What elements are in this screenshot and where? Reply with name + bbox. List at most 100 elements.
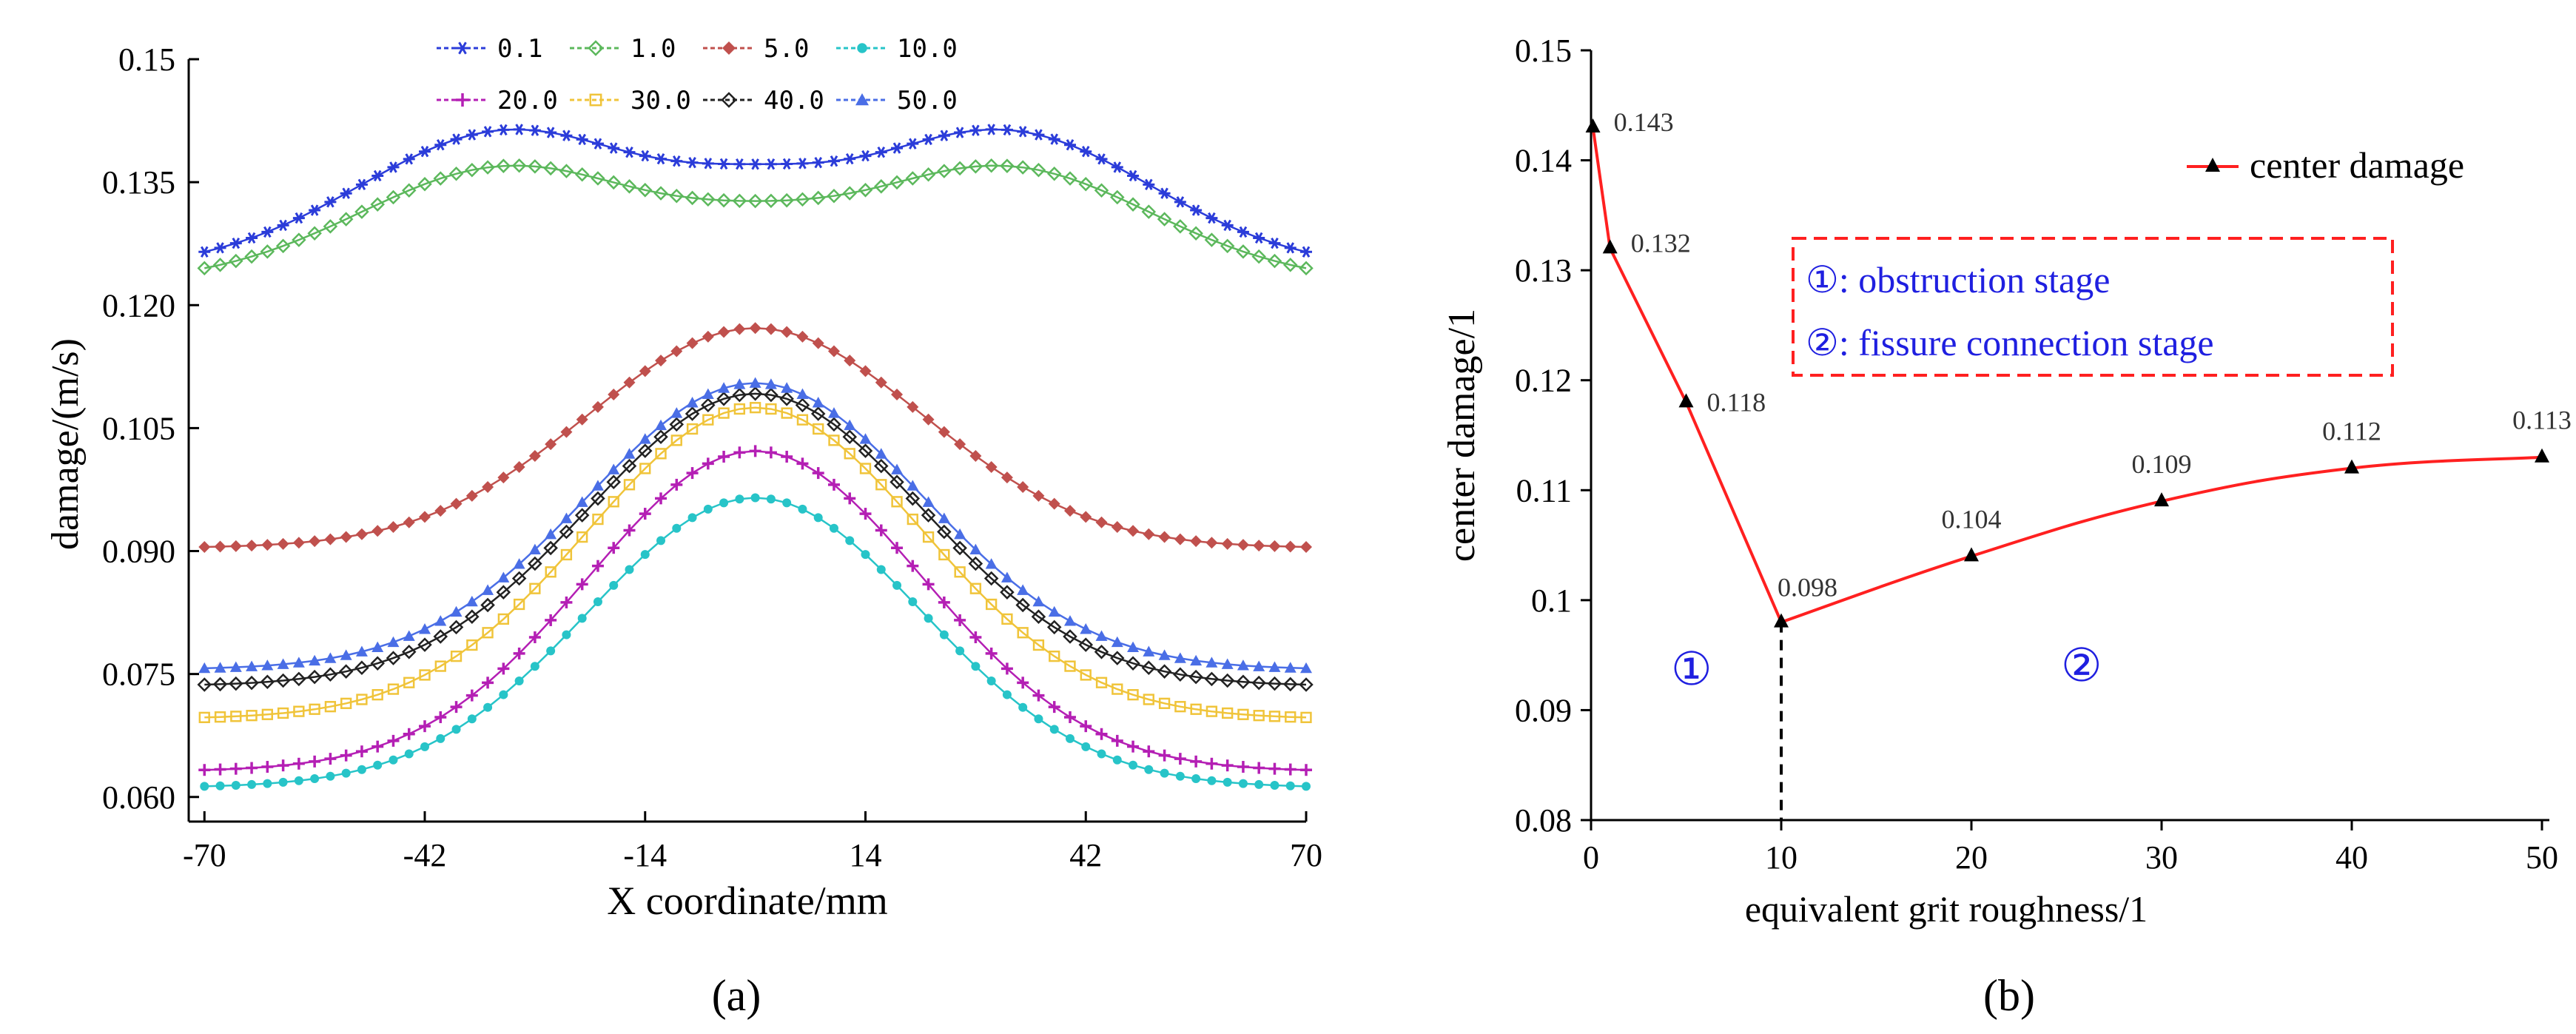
chart-a-point <box>842 429 858 445</box>
chart-a-point <box>386 189 401 205</box>
chart-a-point <box>764 158 777 170</box>
chart-a-point <box>545 528 557 540</box>
chart-a-legend-item: 20.0 <box>437 86 558 115</box>
chart-b-line-center-damage <box>1591 127 2543 625</box>
chart-a-point <box>764 193 778 209</box>
chart-a-point <box>1221 759 1234 772</box>
chart-a-point <box>1282 677 1298 692</box>
chart-a-point <box>859 463 872 474</box>
chart-a-point <box>373 760 383 770</box>
chart-a-point <box>608 142 620 154</box>
chart-a-point <box>1253 710 1265 722</box>
chart-a-point <box>559 164 574 178</box>
chart-a-point <box>324 196 337 208</box>
chart-a-point <box>623 524 636 537</box>
chart-a-point <box>985 647 998 659</box>
chart-a-point <box>1001 613 1013 625</box>
chart-a-point <box>1015 597 1030 613</box>
chart-a-point <box>1017 677 1029 689</box>
chart-a-point <box>858 443 873 458</box>
chart-a-legend-item: 30.0 <box>570 86 691 115</box>
chart-a-point <box>1267 253 1282 269</box>
chart-a-point <box>781 451 793 463</box>
chart-a-point <box>530 662 539 671</box>
chart-a-point <box>417 637 432 652</box>
chart-a-point <box>198 764 211 776</box>
chart-a-point <box>1221 658 1234 669</box>
chart-a-point <box>324 753 337 765</box>
chart-a-point <box>261 659 274 671</box>
chart-a-point <box>576 496 588 507</box>
chart-a-point <box>606 474 621 490</box>
chart-a-point <box>338 212 354 226</box>
chart-a-point <box>1268 762 1281 775</box>
chart-a-point <box>450 497 463 510</box>
chart-a-point <box>812 467 824 480</box>
chart-a-point <box>1190 535 1203 548</box>
chart-a-point <box>954 438 966 451</box>
chart-a-point <box>1158 697 1171 709</box>
chart-a-point <box>812 397 824 408</box>
chart-a-point <box>907 400 919 413</box>
chart-a-point <box>670 478 683 491</box>
chart-a-point <box>1034 714 1043 724</box>
chart-a-point <box>403 677 415 688</box>
panel-a-label: (a) <box>712 971 761 1020</box>
chart-a-point <box>1191 774 1201 784</box>
chart-a-point <box>577 614 587 623</box>
chart-a-point <box>891 542 904 554</box>
chart-a-point <box>1237 708 1249 720</box>
chart-a-series-20.0 <box>198 445 1312 776</box>
chart-a-point <box>938 548 950 561</box>
chart-a-point <box>1063 615 1076 626</box>
chart-a-point <box>779 192 794 208</box>
chart-b-data-label: 0.113 <box>2512 406 2572 435</box>
chart-a-point <box>309 654 321 666</box>
chart-b-data-label: 0.132 <box>1631 228 1691 258</box>
chart-a-point <box>246 710 258 722</box>
chart-a-line-5.0 <box>204 327 1307 548</box>
legend-swatch-marker <box>456 93 469 107</box>
chart-a-point <box>482 481 494 494</box>
chart-a-point <box>528 124 541 136</box>
chart-a-point <box>859 150 872 162</box>
chart-a-point <box>922 413 935 426</box>
chart-a-point <box>499 690 508 699</box>
chart-a-point <box>543 161 558 176</box>
chart-a-series-1.0 <box>197 158 1314 276</box>
chart-a-point <box>701 192 716 207</box>
chart-a-xtick-label: 14 <box>850 837 882 873</box>
chart-a-point <box>766 494 776 504</box>
chart-a-point <box>749 445 761 457</box>
chart-a-point <box>1141 204 1157 219</box>
chart-a-point <box>511 571 527 586</box>
stage-box-border <box>1792 237 2394 377</box>
chart-a-point <box>938 596 950 608</box>
chart-a-line-10.0 <box>204 497 1307 788</box>
chart-a-point <box>229 253 243 269</box>
chart-a-xtick-label: 42 <box>1069 837 1102 873</box>
chart-a-point <box>891 496 903 508</box>
chart-a-point <box>591 400 604 413</box>
chart-a-point <box>875 376 887 389</box>
chart-b-legend: center damage <box>2187 144 2464 186</box>
chart-a-ytick-label: 0.105 <box>102 410 175 446</box>
chart-a-point <box>292 232 306 247</box>
chart-a-point <box>1126 197 1140 212</box>
chart-a-point <box>496 585 511 600</box>
chart-a-point <box>701 397 716 413</box>
chart-a-point <box>1001 571 1013 583</box>
chart-a-point <box>591 171 605 186</box>
chart-a-point <box>389 755 398 765</box>
chart-a-point <box>292 537 305 549</box>
chart-a-point <box>609 580 619 590</box>
chart-a-point <box>1143 745 1155 758</box>
chart-a-point <box>875 146 887 158</box>
chart-a-point <box>1046 620 1062 635</box>
chart-a-point <box>1064 660 1076 672</box>
chart-a-point <box>465 162 480 178</box>
chart-a-point <box>403 728 415 740</box>
chart-a-point <box>985 461 998 474</box>
chart-a-point <box>687 513 697 523</box>
chart-a-point <box>1237 761 1249 773</box>
